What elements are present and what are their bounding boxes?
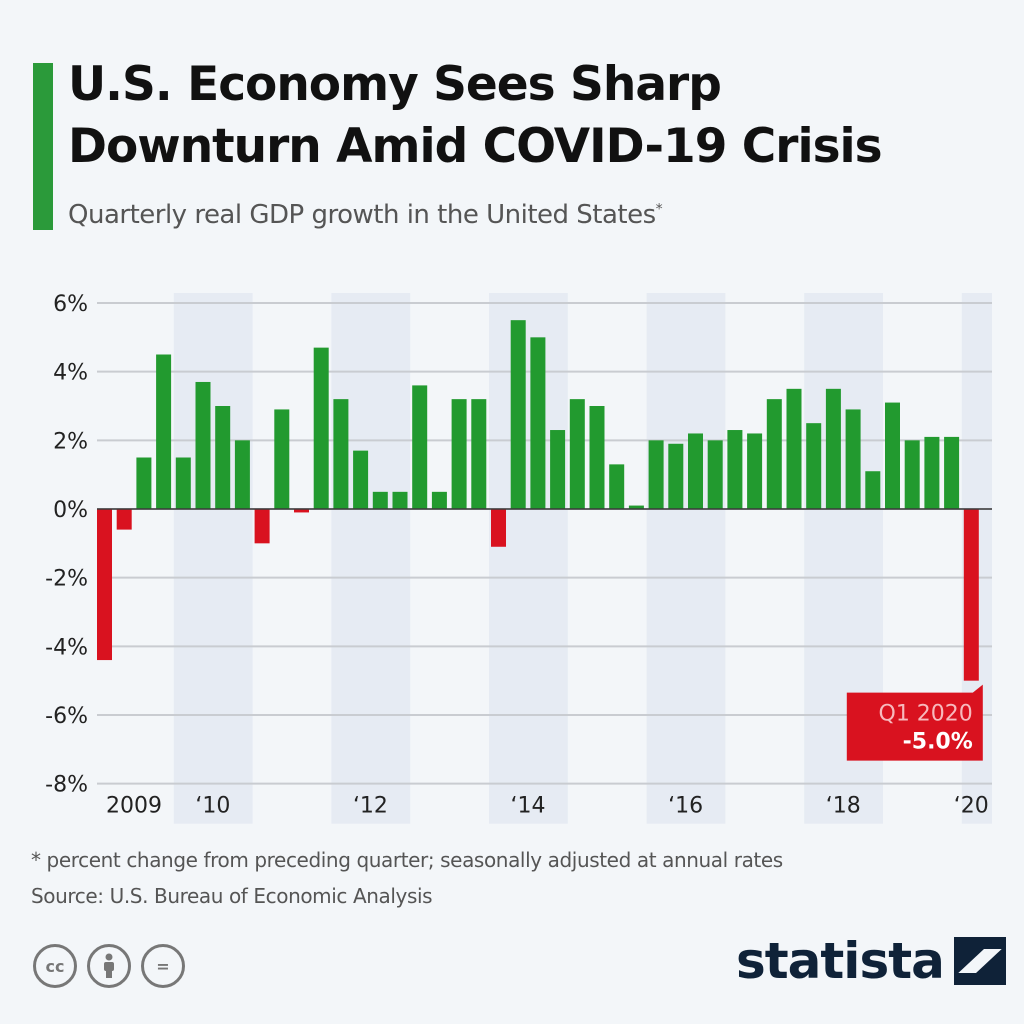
bar-q4-2019	[944, 436, 960, 509]
bar-q2-2010	[195, 381, 211, 509]
bar-q1-2012	[333, 399, 349, 509]
statista-logo-icon	[953, 937, 1006, 985]
bar-q2-2016	[668, 443, 684, 509]
bar-q2-2019	[904, 440, 920, 509]
annotation: Q1 2020 -5.0%	[846, 684, 983, 761]
bar-q4-2009	[156, 354, 172, 509]
bar-q1-2011	[254, 509, 270, 544]
bar-q3-2019	[924, 436, 940, 509]
y-tick-label: 6%	[53, 292, 88, 317]
bar-q4-2012	[392, 491, 408, 509]
bar-q3-2012	[372, 491, 388, 509]
chart-title: U.S. Economy Sees Sharp Downturn Amid CO…	[68, 54, 883, 178]
gdp-bar-chart: 6% 4% 2% 0% -2% -4% -6% -8% 2009 ‘10 ‘12 ‘14 ‘16 ‘18…	[45, 292, 992, 824]
bar-q4-2015	[628, 505, 644, 509]
y-axis-labels: 6% 4% 2% 0% -2% -4% -6% -8%	[45, 292, 88, 798]
y-tick-label: -6%	[45, 704, 88, 729]
bar-q1-2020	[963, 509, 979, 681]
y-tick-label: 4%	[53, 361, 88, 386]
bar-q3-2015	[609, 464, 625, 509]
year-band-2016	[646, 293, 726, 824]
bar-q2-2017	[747, 433, 763, 509]
license-icons: cc =	[33, 944, 185, 988]
bar-q2-2018	[825, 388, 841, 509]
bar-q4-2018	[865, 471, 881, 509]
y-tick-label: 0%	[53, 498, 88, 523]
bar-q1-2019	[885, 402, 900, 509]
attribution-icon[interactable]	[87, 944, 131, 988]
source-note: Source: U.S. Bureau of Economic Analysis	[31, 884, 433, 908]
bar-q1-2010	[175, 457, 191, 509]
bar-q3-2017	[766, 399, 782, 509]
bar-q4-2017	[786, 388, 802, 509]
bar-q1-2018	[806, 423, 822, 509]
year-band-2010	[173, 293, 253, 824]
year-band-2012	[331, 293, 411, 824]
y-tick-label: 2%	[53, 429, 88, 454]
x-tick-label: 2009	[106, 794, 162, 819]
bar-q1-2015	[569, 399, 585, 509]
annotation-value: -5.0%	[903, 730, 973, 755]
x-tick-label: ‘16	[668, 794, 703, 819]
bar-q1-2014	[491, 509, 506, 547]
cc-icon[interactable]: cc	[33, 944, 77, 988]
x-tick-label: ‘12	[353, 794, 388, 819]
y-tick-label: -4%	[45, 635, 88, 660]
subtitle-footnote-mark: *	[655, 201, 663, 218]
bar-q4-2013	[471, 399, 487, 509]
bar-q4-2011	[313, 347, 329, 509]
y-tick-label: -8%	[45, 773, 88, 798]
bar-q3-2013	[451, 399, 467, 509]
year-band-2014	[489, 293, 568, 824]
x-tick-label: ‘18	[826, 794, 861, 819]
bar-q2-2015	[589, 406, 605, 509]
statista-logo[interactable]: statista	[736, 932, 1006, 990]
bar-q4-2016	[707, 440, 723, 509]
bars	[97, 320, 992, 681]
subtitle-text: Quarterly real GDP growth in the United …	[68, 200, 656, 230]
footnote: * percent change from preceding quarter;…	[31, 848, 783, 872]
bar-q1-2009	[97, 509, 112, 661]
bar-q4-2010	[234, 440, 250, 509]
bar-q4-2014	[550, 430, 566, 509]
y-tick-label: -2%	[45, 567, 88, 592]
bar-q3-2009	[136, 457, 152, 509]
bar-q1-2016	[648, 440, 664, 509]
title-accent-bar	[33, 63, 53, 230]
x-tick-label: ‘10	[195, 794, 230, 819]
bar-q2-2011	[274, 409, 290, 509]
title-line-1: U.S. Economy Sees Sharp	[68, 57, 722, 112]
bar-q3-2010	[215, 406, 231, 509]
bar-q2-2009	[116, 509, 132, 530]
annotation-box	[846, 684, 983, 761]
bar-q2-2013	[431, 491, 447, 509]
bar-q3-2016	[688, 433, 703, 509]
brand-wordmark: statista	[736, 932, 945, 990]
annotation-label: Q1 2020	[879, 702, 973, 727]
bar-q1-2017	[727, 430, 743, 509]
title-line-2: Downturn Amid COVID-19 Crisis	[68, 119, 883, 174]
bar-q2-2014	[510, 320, 526, 509]
x-tick-label: ‘20	[954, 794, 989, 819]
bar-q1-2013	[412, 385, 428, 509]
no-derivatives-icon[interactable]: =	[141, 944, 185, 988]
x-tick-label: ‘14	[511, 794, 546, 819]
chart-subtitle: Quarterly real GDP growth in the United …	[68, 200, 663, 230]
bar-q3-2014	[530, 337, 546, 509]
year-bands	[173, 293, 992, 824]
bar-q3-2018	[845, 409, 861, 509]
bar-q2-2012	[353, 450, 369, 509]
bar-q3-2011	[294, 509, 309, 513]
x-axis-labels: 2009 ‘10 ‘12 ‘14 ‘16 ‘18 ‘20	[106, 794, 989, 819]
